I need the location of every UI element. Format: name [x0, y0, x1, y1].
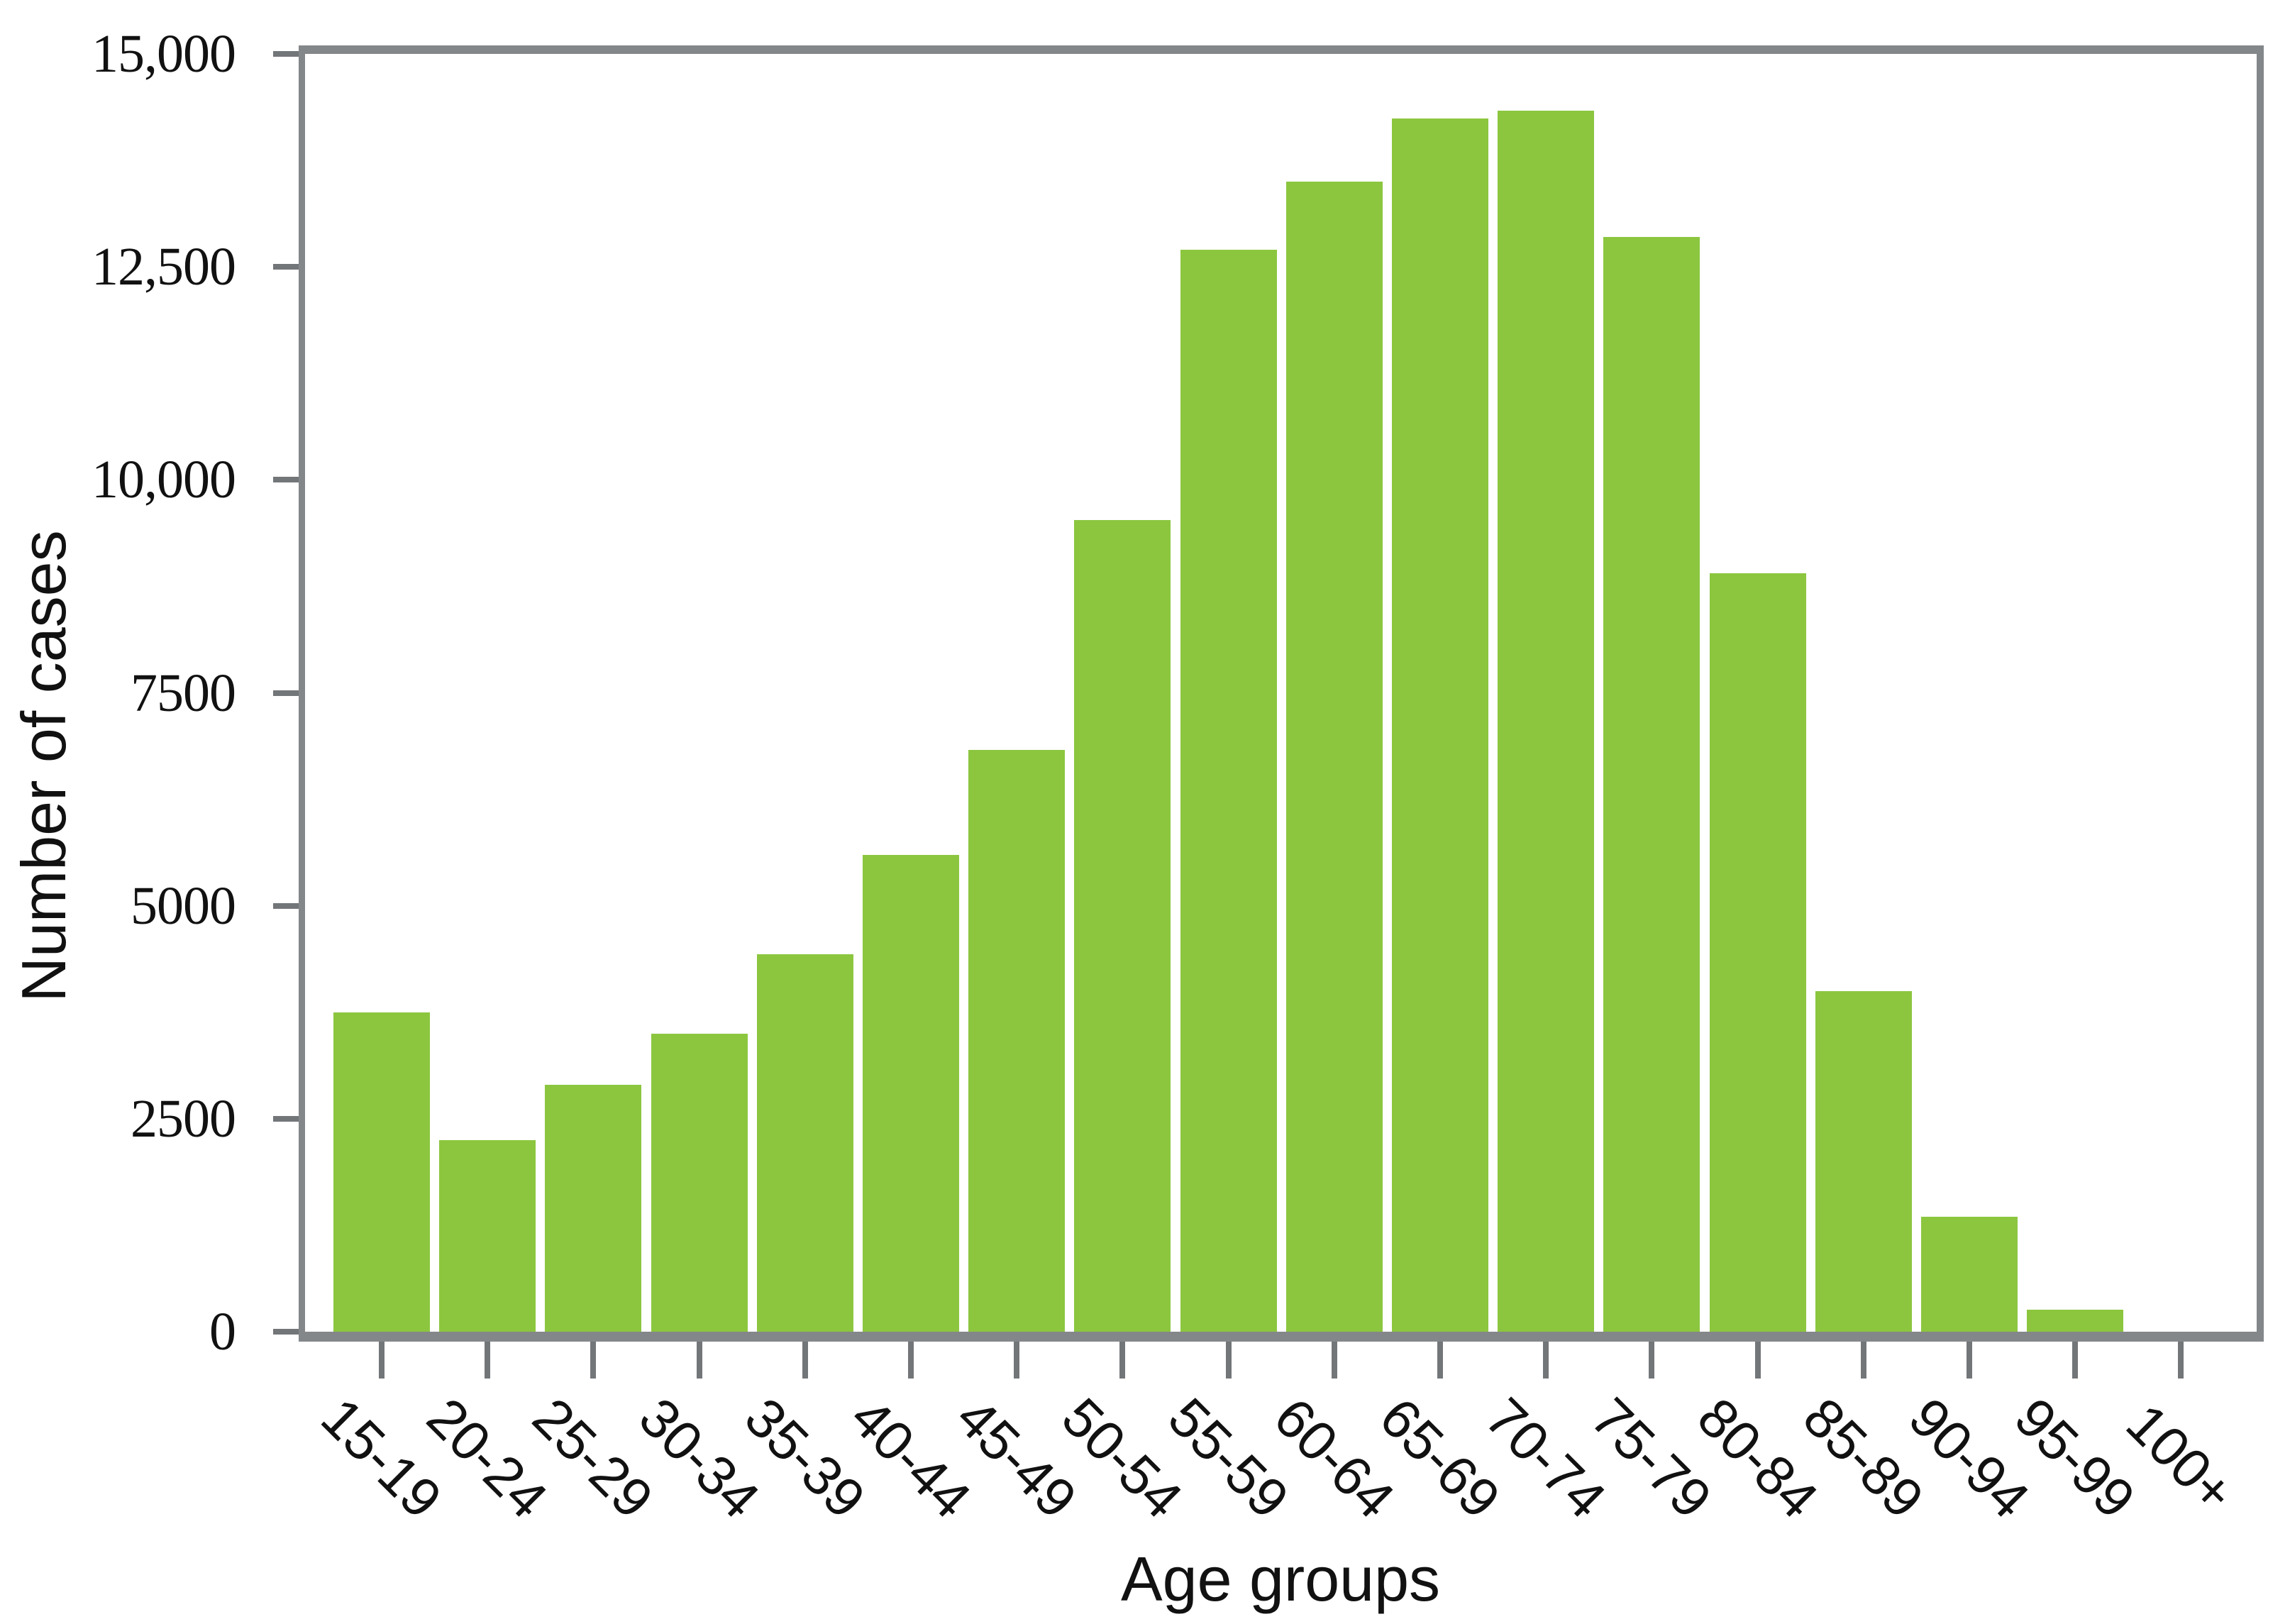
y-tick-12500 — [273, 264, 299, 270]
y-tick-label: 15,000 — [92, 24, 236, 84]
x-tick-label-95-99: 95-99 — [2003, 1386, 2147, 1530]
y-tick-5000 — [273, 902, 299, 909]
x-tick-label-50-54: 50-54 — [1050, 1386, 1195, 1530]
x-tick-45-49 — [1014, 1342, 1020, 1379]
bar-20-24 — [439, 1140, 536, 1332]
y-tick-0 — [273, 1329, 299, 1335]
x-tick-30-34 — [696, 1342, 702, 1379]
x-tick-label-60-64: 60-64 — [1262, 1386, 1407, 1530]
bar-85-89 — [1815, 991, 1912, 1332]
bar-90-94 — [1921, 1217, 2018, 1332]
x-tick-90-94 — [1967, 1342, 1972, 1379]
y-tick-label: 12,500 — [92, 237, 236, 297]
x-tick-label-75-79: 75-79 — [1579, 1386, 1725, 1530]
x-tick-label-20-24: 20-24 — [415, 1386, 560, 1530]
y-tick-label: 2500 — [131, 1088, 236, 1149]
x-tick-label-85-89: 85-89 — [1791, 1386, 1936, 1530]
y-tick-label: 7500 — [131, 663, 236, 723]
x-tick-75-79 — [1649, 1342, 1655, 1379]
x-tick-65-69 — [1437, 1342, 1443, 1379]
x-tick-20-24 — [485, 1342, 491, 1379]
y-tick-label: 5000 — [131, 875, 236, 936]
bar-35-39 — [756, 954, 853, 1332]
x-tick-85-89 — [1860, 1342, 1866, 1379]
x-tick-label-15-19: 15-19 — [309, 1386, 454, 1530]
bar-25-29 — [545, 1085, 642, 1332]
x-tick-label-45-49: 45-49 — [944, 1386, 1089, 1530]
x-tick-label-80-84: 80-84 — [1685, 1386, 1830, 1530]
x-tick-40-44 — [908, 1342, 914, 1379]
x-tick-70-74 — [1543, 1342, 1549, 1379]
y-tick-label: 0 — [209, 1302, 236, 1361]
plot-area — [299, 45, 2264, 1342]
bar-65-69 — [1392, 118, 1488, 1332]
x-tick-50-54 — [1119, 1342, 1126, 1379]
x-tick-80-84 — [1754, 1342, 1761, 1379]
bar-70-74 — [1498, 111, 1595, 1332]
bar-75-79 — [1603, 237, 1700, 1332]
x-tick-label-90-94: 90-94 — [1897, 1386, 2042, 1530]
bar-95-99 — [2027, 1310, 2124, 1332]
x-axis-title: Age groups — [1120, 1544, 1441, 1614]
x-tick-60-64 — [1331, 1342, 1337, 1379]
y-tick-15000 — [273, 51, 299, 57]
bar-30-34 — [651, 1034, 748, 1332]
x-tick-label-100+: 100+ — [2115, 1391, 2247, 1525]
bar-55-59 — [1180, 250, 1277, 1332]
x-tick-35-39 — [802, 1342, 808, 1379]
bar-40-44 — [863, 855, 959, 1332]
x-tick-label-55-59: 55-59 — [1156, 1386, 1301, 1530]
bar-80-84 — [1709, 573, 1806, 1332]
x-tick-label-65-69: 65-69 — [1368, 1386, 1512, 1530]
y-tick-label: 10,000 — [92, 450, 236, 510]
bar-50-54 — [1074, 520, 1171, 1332]
x-tick-label-30-34: 30-34 — [626, 1386, 772, 1530]
x-tick-25-29 — [590, 1342, 597, 1379]
y-tick-7500 — [273, 690, 299, 696]
bar-45-49 — [968, 750, 1066, 1332]
x-tick-label-40-44: 40-44 — [839, 1386, 983, 1530]
x-tick-100+ — [2178, 1342, 2184, 1379]
x-tick-95-99 — [2072, 1342, 2079, 1379]
bar-60-64 — [1285, 182, 1383, 1332]
x-tick-55-59 — [1225, 1342, 1232, 1379]
y-tick-10000 — [273, 477, 299, 483]
x-tick-label-70-74: 70-74 — [1473, 1386, 1618, 1530]
bar-15-19 — [333, 1012, 430, 1332]
x-tick-15-19 — [379, 1342, 385, 1379]
x-tick-label-35-39: 35-39 — [733, 1386, 878, 1530]
y-tick-2500 — [273, 1115, 299, 1122]
x-tick-label-25-29: 25-29 — [521, 1386, 666, 1530]
